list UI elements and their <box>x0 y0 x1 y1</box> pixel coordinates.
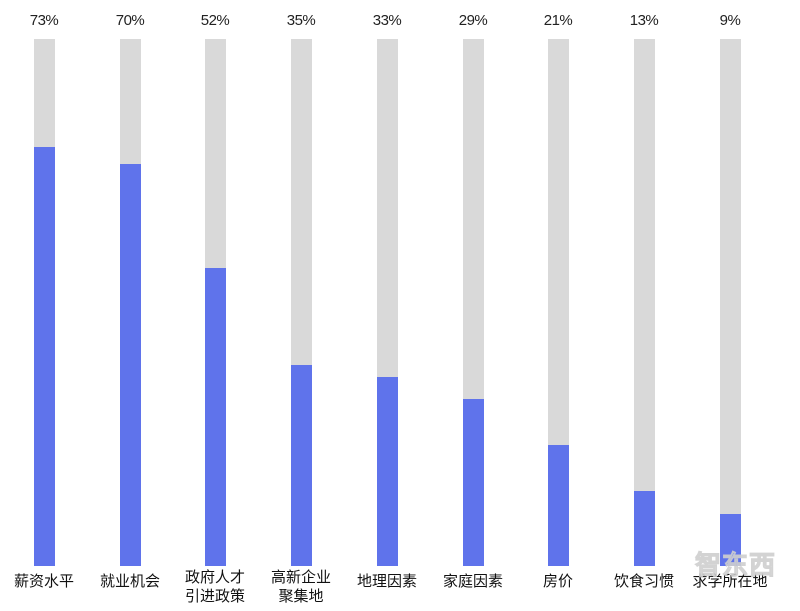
bar-track <box>463 39 484 566</box>
bar-column: 9% 求学所在地 <box>687 0 773 611</box>
bar-fill <box>34 147 55 566</box>
bar-track <box>634 39 655 566</box>
category-label: 房价 <box>542 572 573 590</box>
bar-fill <box>720 514 741 566</box>
value-label: 29% <box>458 12 488 29</box>
category-label: 高新企业 聚集地 <box>270 568 331 605</box>
bar-track <box>120 39 141 566</box>
category-label: 家庭因素 <box>442 572 503 590</box>
bar-track <box>291 39 312 566</box>
bar-column: 35% 高新企业 聚集地 <box>258 0 344 611</box>
category-label: 地理因素 <box>356 572 417 590</box>
bar-column: 70% 就业机会 <box>87 0 173 611</box>
bar-track <box>377 39 398 566</box>
value-label: 21% <box>543 12 573 29</box>
bar-track <box>720 39 741 566</box>
bar-column: 73% 薪资水平 <box>1 0 87 611</box>
bar-column: 21% 房价 <box>515 0 601 611</box>
category-label: 求学所在地 <box>692 572 768 590</box>
bar-fill <box>291 365 312 566</box>
bar-column: 13% 饮食习惯 <box>601 0 687 611</box>
bar-fill <box>463 399 484 566</box>
watermark-logo: 智东西 <box>694 551 777 582</box>
value-label: 13% <box>629 12 659 29</box>
bar-fill <box>205 268 226 566</box>
bar-track <box>548 39 569 566</box>
category-label: 饮食习惯 <box>613 572 674 590</box>
bar-track <box>34 39 55 566</box>
value-label: 35% <box>286 12 316 29</box>
category-label: 政府人才 引进政策 <box>184 568 245 605</box>
value-label: 73% <box>29 12 59 29</box>
value-label: 33% <box>372 12 402 29</box>
value-label: 9% <box>719 12 741 29</box>
category-label: 就业机会 <box>99 572 160 590</box>
value-label: 70% <box>115 12 145 29</box>
bar-fill <box>548 445 569 566</box>
bar-column: 33% 地理因素 <box>344 0 430 611</box>
category-label: 薪资水平 <box>13 572 74 590</box>
bar-fill <box>120 164 141 566</box>
value-label: 52% <box>200 12 230 29</box>
bar-track <box>205 39 226 566</box>
bar-fill <box>634 491 655 566</box>
bar-fill <box>377 377 398 566</box>
bar-column: 29% 家庭因素 <box>430 0 516 611</box>
bar-column: 52% 政府人才 引进政策 <box>172 0 258 611</box>
